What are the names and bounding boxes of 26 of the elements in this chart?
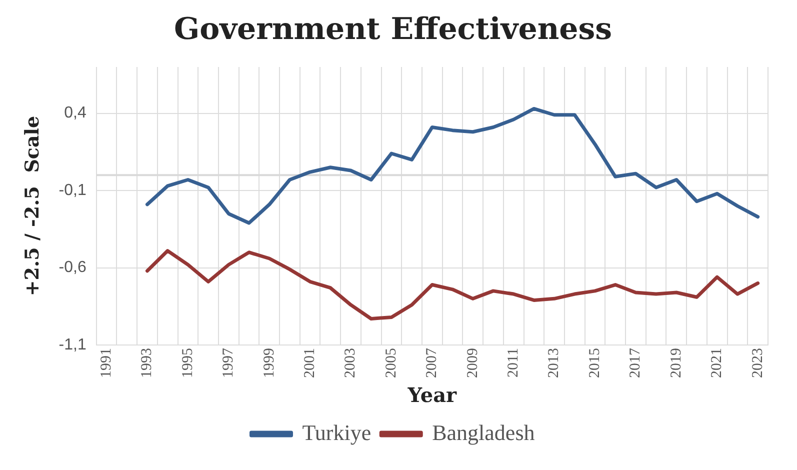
- x-tick-label: 2003: [342, 348, 359, 378]
- legend-label: Turkiye: [302, 420, 372, 445]
- x-tick-label: 2009: [464, 348, 481, 378]
- x-tick-label: 1999: [261, 348, 278, 378]
- x-tick-label: 1993: [139, 348, 156, 378]
- y-axis-title: +2.5 / -2.5 Scale: [21, 116, 44, 296]
- y-tick-label: -1,1: [58, 336, 86, 354]
- x-tick-label: 2013: [546, 348, 562, 378]
- x-tick-label: 1997: [220, 348, 237, 378]
- x-tick-label: 2011: [506, 348, 522, 378]
- x-tick-label: 1991: [98, 348, 114, 378]
- x-tick-label: 2015: [586, 348, 603, 378]
- x-axis-title: Year: [406, 383, 458, 408]
- x-tick-label: 2019: [668, 348, 684, 378]
- y-tick-label: -0,1: [58, 182, 86, 199]
- x-tick-label: 1995: [180, 348, 196, 378]
- x-tick-label: 2005: [383, 348, 400, 378]
- y-tick-label: 0,4: [64, 104, 86, 122]
- x-tick-label: 2007: [424, 348, 440, 378]
- y-tick-label: -0,6: [58, 259, 86, 276]
- x-tick-label: 2017: [628, 348, 644, 378]
- chart-title: Government Effectiveness: [174, 12, 612, 47]
- x-tick-label: 2021: [709, 348, 726, 378]
- legend-label: Bangladesh: [432, 420, 535, 445]
- x-tick-label: 2023: [750, 348, 766, 378]
- x-tick-label: 2001: [302, 348, 318, 378]
